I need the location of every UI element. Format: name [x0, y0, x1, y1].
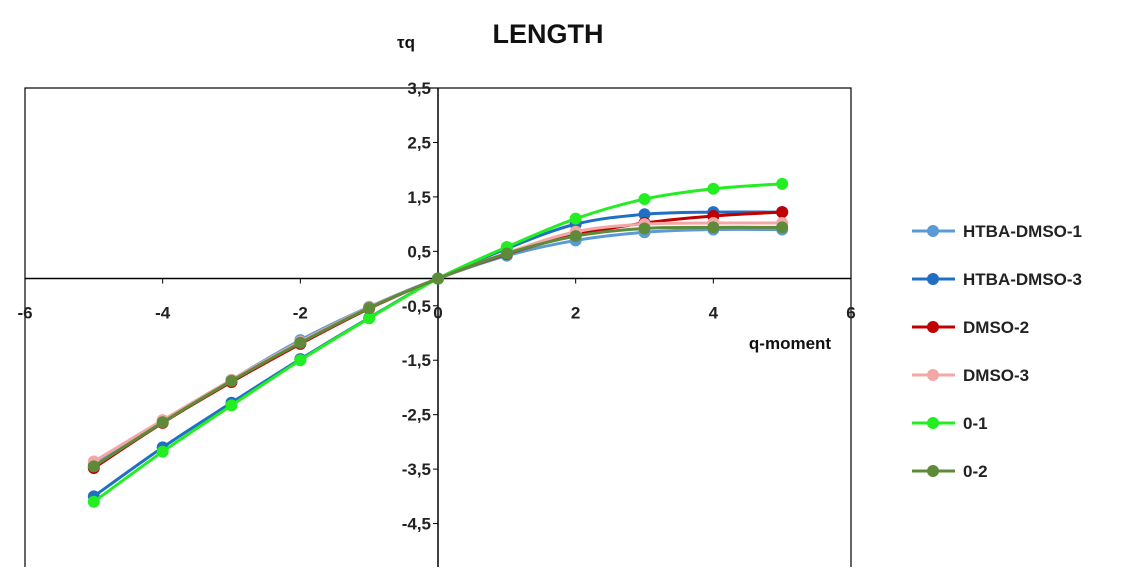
legend-label: 0-1: [963, 414, 988, 433]
chart-title: LENGTH: [493, 19, 604, 49]
y-tick-label: -2,5: [402, 406, 431, 425]
data-point: [638, 193, 651, 206]
y-tick-label: -3,5: [402, 460, 431, 479]
legend-item: HTBA-DMSO-1: [912, 222, 1082, 241]
legend-swatch-marker: [927, 465, 939, 477]
data-point: [363, 301, 376, 314]
legend-swatch-marker: [927, 225, 939, 237]
y-tick-label: 2,5: [407, 133, 431, 152]
legend-item: DMSO-3: [912, 366, 1029, 385]
legend-item: 0-2: [912, 462, 988, 481]
data-point: [569, 230, 582, 243]
data-point: [87, 495, 100, 508]
data-point: [707, 221, 720, 234]
y-tick-label: -4,5: [402, 515, 431, 534]
data-point: [225, 399, 238, 412]
data-point: [569, 212, 582, 225]
x-tick-label: 4: [709, 304, 719, 323]
legend-label: DMSO-2: [963, 318, 1029, 337]
y-tick-label: 1,5: [407, 188, 431, 207]
data-point: [225, 374, 238, 387]
legend-swatch-marker: [927, 417, 939, 429]
legend-swatch-marker: [927, 273, 939, 285]
data-point: [294, 354, 307, 367]
data-point: [638, 222, 651, 235]
legend-item: 0-1: [912, 414, 988, 433]
data-point: [707, 182, 720, 195]
data-point: [363, 312, 376, 325]
y-tick-label: -1,5: [402, 351, 431, 370]
legend-label: HTBA-DMSO-3: [963, 270, 1082, 289]
data-point: [294, 336, 307, 349]
y-tick-label: 3,5: [407, 79, 431, 98]
y-tick-label: -0,5: [402, 297, 431, 316]
legend-item: DMSO-2: [912, 318, 1029, 337]
data-point: [638, 208, 651, 221]
legend-swatch-marker: [927, 321, 939, 333]
y-tick-label: 0,5: [407, 242, 431, 261]
legend-label: DMSO-3: [963, 366, 1029, 385]
x-tick-label: 2: [571, 304, 580, 323]
x-tick-label: -6: [17, 304, 32, 323]
series-0-2: [87, 221, 789, 473]
data-point: [156, 416, 169, 429]
data-point: [776, 206, 789, 219]
legend-item: HTBA-DMSO-3: [912, 270, 1082, 289]
legend-label: HTBA-DMSO-1: [963, 222, 1082, 241]
data-point: [432, 272, 444, 285]
x-tick-label: -2: [293, 304, 308, 323]
legend-label: 0-2: [963, 462, 988, 481]
data-point: [156, 445, 169, 458]
x-tick-label: -4: [155, 304, 171, 323]
x-tick-label: 0: [433, 304, 442, 323]
data-point: [500, 247, 513, 260]
data-point: [87, 460, 100, 473]
legend-swatch-marker: [927, 369, 939, 381]
x-tick-label: 6: [846, 304, 855, 323]
y-axis-label: τq: [397, 33, 415, 52]
data-point: [776, 177, 789, 190]
data-point: [776, 221, 789, 234]
x-axis-label: q-moment: [749, 334, 832, 353]
